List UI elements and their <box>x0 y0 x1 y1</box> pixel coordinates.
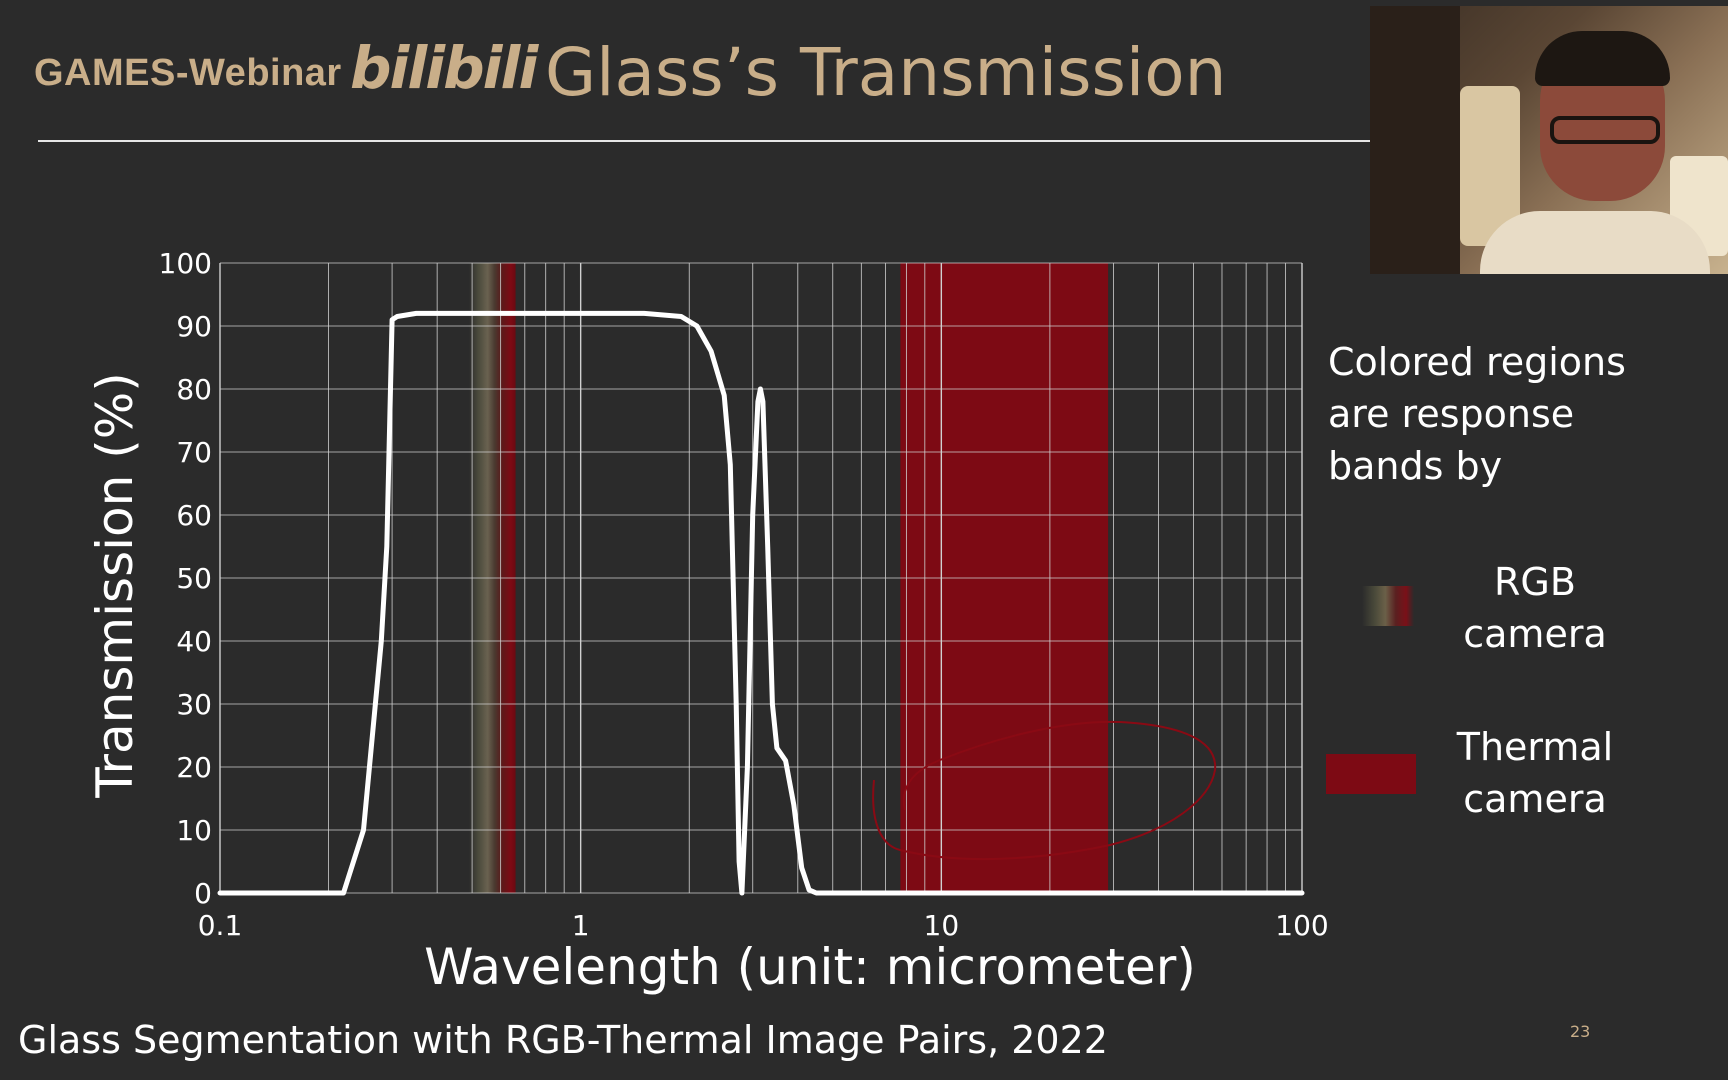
presenter-hair <box>1535 31 1670 86</box>
y-tick-label: 30 <box>176 688 212 721</box>
x-tick-label: 1 <box>572 909 590 942</box>
y-tick-label: 40 <box>176 625 212 658</box>
y-tick-label: 0 <box>194 877 212 910</box>
annotation-layer <box>872 720 1217 861</box>
y-tick-label: 50 <box>176 562 212 595</box>
bilibili-logo: bilibili <box>350 34 538 102</box>
y-tick-label: 100 <box>159 247 212 280</box>
brand-label: GAMES-Webinar <box>34 52 342 94</box>
y-tick-label: 10 <box>176 814 212 847</box>
transmission-curve-group <box>217 310 1305 896</box>
chart-grid <box>219 262 1303 894</box>
y-tick-label: 90 <box>176 310 212 343</box>
y-tick-label: 70 <box>176 436 212 469</box>
x-tick-label: 10 <box>924 909 960 942</box>
y-tick-label: 60 <box>176 499 212 532</box>
legend-thermal-line: Thermal <box>1456 725 1614 769</box>
legend-intro: Colored regions are response bands by <box>1328 336 1626 492</box>
legend-thermal-label: Thermal camera <box>1430 721 1640 825</box>
thermal-band-swatch <box>1326 754 1416 794</box>
hand-drawn-ellipse-annotation <box>872 720 1217 861</box>
legend-rgb-label: RGB camera <box>1430 556 1640 660</box>
y-tick-label: 80 <box>176 373 212 406</box>
legend-thermal-line: camera <box>1463 777 1607 821</box>
x-tick-label: 100 <box>1275 909 1328 942</box>
citation: Glass Segmentation with RGB-Thermal Imag… <box>18 1018 1108 1062</box>
title-divider <box>38 140 1370 142</box>
tick-labels: 0 10 20 30 40 50 60 70 80 90 100 0.1 1 10 100 <box>159 247 1329 942</box>
legend-intro-line: Colored regions <box>1328 340 1626 384</box>
legend-rgb-line: camera <box>1463 612 1607 656</box>
legend-intro-line: bands by <box>1328 444 1503 488</box>
legend-intro-line: are response <box>1328 392 1575 436</box>
y-axis-label: Transmission (%) <box>86 372 144 798</box>
x-tick-label: 0.1 <box>198 909 243 942</box>
legend-rgb-line: RGB <box>1494 560 1576 604</box>
x-axis-label: Wavelength (unit: micrometer) <box>424 938 1196 996</box>
rgb-band-swatch <box>1362 586 1414 626</box>
presenter-video <box>1370 6 1728 274</box>
webcam-background-wall <box>1370 6 1460 274</box>
presenter-glasses <box>1550 116 1660 144</box>
transmission-curve <box>217 310 1305 896</box>
slide-title: Glass’s Transmission <box>545 34 1227 111</box>
presenter-shirt <box>1480 211 1710 274</box>
y-tick-label: 20 <box>176 751 212 784</box>
page-number: 23 <box>1570 1022 1591 1041</box>
